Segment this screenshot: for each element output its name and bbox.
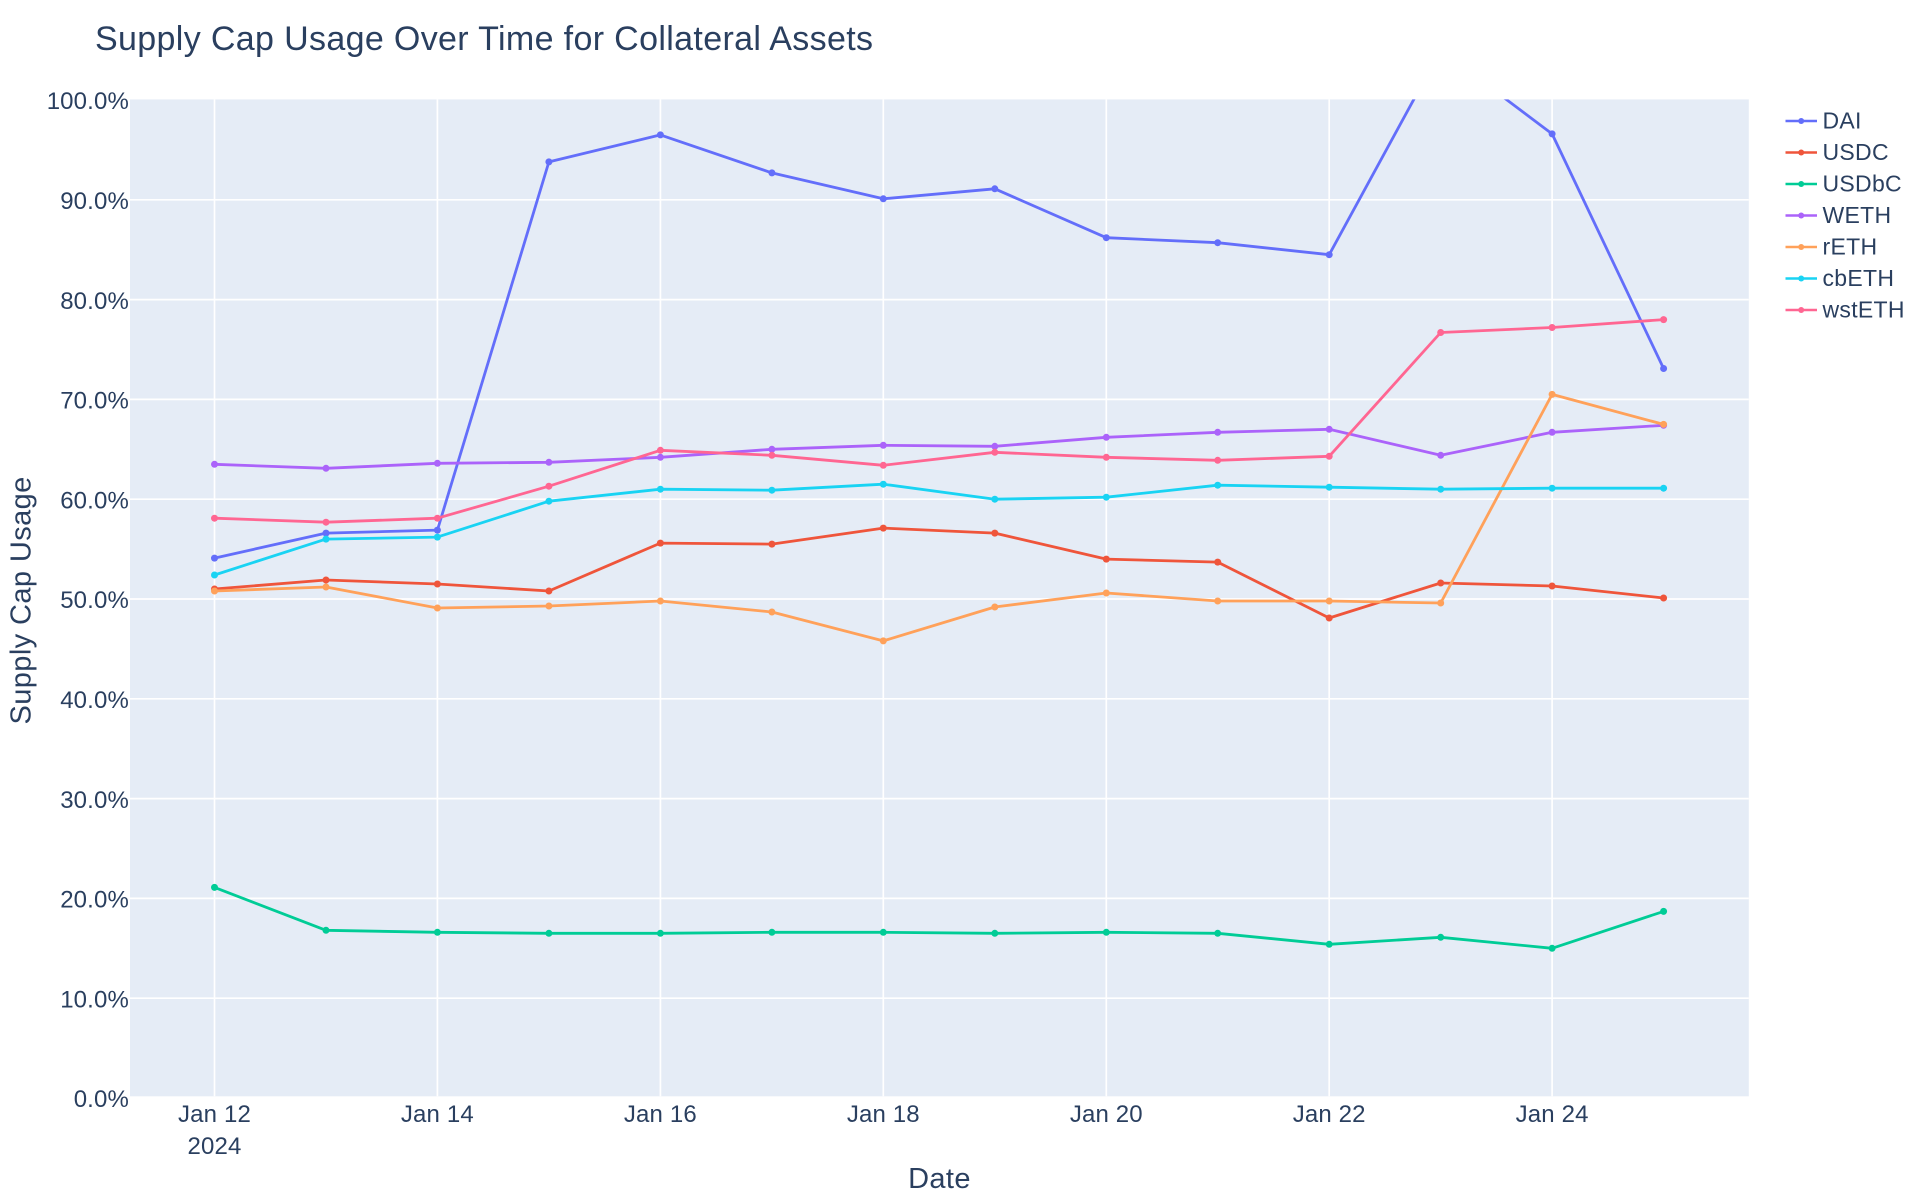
svg-text:USDbC: USDbC [1823,171,1902,197]
svg-text:80.0%: 80.0% [60,288,129,315]
svg-text:Supply Cap Usage: Supply Cap Usage [6,476,38,724]
svg-text:Jan 22: Jan 22 [1293,1101,1366,1128]
svg-text:Supply Cap Usage Over Time for: Supply Cap Usage Over Time for Collatera… [95,20,873,58]
svg-text:0.0%: 0.0% [74,1086,129,1113]
svg-text:cbETH: cbETH [1823,265,1895,291]
svg-text:DAI: DAI [1823,108,1862,134]
svg-text:WETH: WETH [1823,202,1892,228]
svg-text:70.0%: 70.0% [60,388,129,415]
svg-text:100.0%: 100.0% [47,88,129,115]
svg-text:Jan 24: Jan 24 [1516,1101,1589,1128]
svg-text:10.0%: 10.0% [60,986,129,1013]
svg-text:60.0%: 60.0% [60,487,129,514]
svg-text:40.0%: 40.0% [60,687,129,714]
svg-text:wstETH: wstETH [1822,297,1905,323]
svg-text:Jan 18: Jan 18 [847,1101,920,1128]
svg-text:20.0%: 20.0% [60,887,129,914]
svg-text:Jan 16: Jan 16 [624,1101,697,1128]
svg-text:rETH: rETH [1823,234,1878,260]
svg-text:Jan 12: Jan 12 [178,1101,251,1128]
svg-text:50.0%: 50.0% [60,587,129,614]
svg-text:Jan 14: Jan 14 [401,1101,474,1128]
svg-text:Date: Date [908,1163,971,1195]
svg-text:2024: 2024 [188,1133,242,1160]
svg-text:30.0%: 30.0% [60,787,129,814]
svg-text:USDC: USDC [1823,139,1889,165]
svg-text:Jan 20: Jan 20 [1070,1101,1143,1128]
svg-text:90.0%: 90.0% [60,188,129,215]
